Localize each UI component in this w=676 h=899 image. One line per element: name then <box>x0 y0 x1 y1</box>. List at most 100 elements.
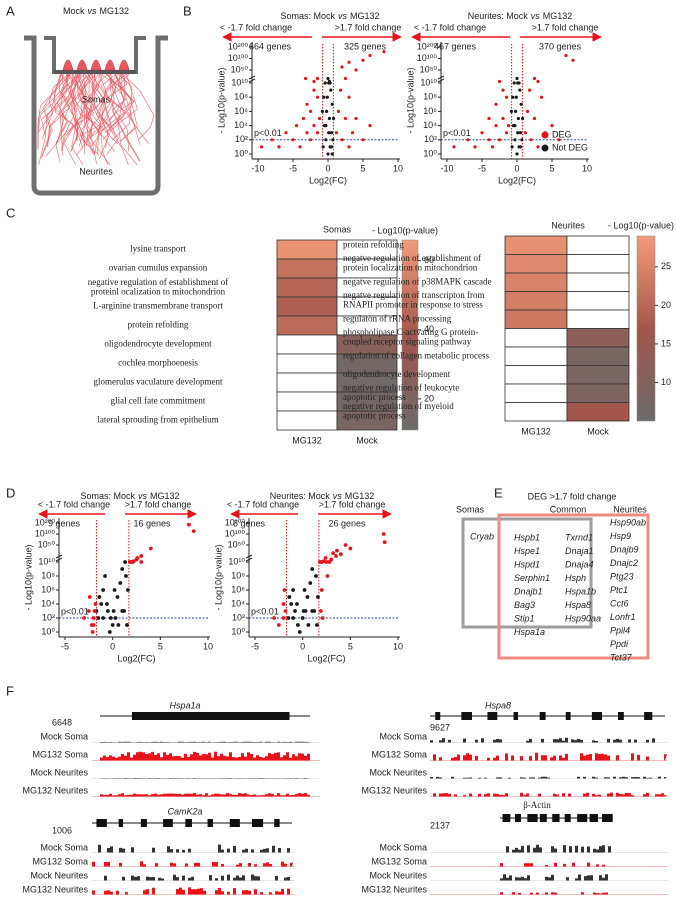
y-tick-label: 10¹⁰ <box>228 556 245 566</box>
point <box>343 116 348 121</box>
gene-name: Dnajb1 <box>514 586 543 596</box>
heatmap-cell <box>504 346 568 366</box>
heatmap-cell <box>276 410 338 431</box>
heatmap-cell <box>336 410 398 431</box>
point <box>322 95 326 99</box>
colorbar <box>636 235 656 422</box>
exon <box>461 712 472 720</box>
gene-label: Hspa1a <box>169 700 200 710</box>
point <box>343 76 348 81</box>
point <box>509 109 513 113</box>
point <box>291 616 296 620</box>
y-tick-label: 10²⁰⁰ <box>417 41 438 51</box>
point <box>550 124 554 128</box>
venn-header: Common <box>550 504 587 514</box>
point <box>298 145 302 149</box>
title-part: Somas: Mock <box>280 11 335 21</box>
point <box>301 609 306 613</box>
gene-name: Hspd1 <box>514 559 540 569</box>
exon <box>185 819 192 827</box>
heatmap-cell <box>566 272 630 292</box>
heatmap-cell <box>276 277 338 298</box>
x-tick-label: 5 <box>360 163 365 173</box>
y-tick-label: 10⁵⁰ <box>420 64 438 74</box>
y-tick-label: 10⁸ <box>234 92 248 102</box>
y-axis-label: - Log10(p-value) <box>216 67 226 133</box>
point <box>480 131 484 135</box>
point <box>92 609 97 613</box>
exon <box>591 712 603 720</box>
point <box>329 88 333 92</box>
point <box>494 102 498 106</box>
row-label: negatve regulation of transcripton from <box>343 290 484 300</box>
point <box>334 131 338 135</box>
panel-label: C <box>6 205 15 220</box>
x-tick-label: 0 <box>110 641 115 651</box>
coverage <box>100 793 310 797</box>
point <box>324 138 328 142</box>
heatmap-cell <box>566 309 630 329</box>
soma <box>118 59 130 71</box>
point <box>270 138 274 142</box>
point <box>325 574 330 578</box>
coverage <box>92 887 293 895</box>
x-tick-label: 10 <box>203 641 213 651</box>
point <box>91 616 96 620</box>
gene-count: 26 genes <box>328 518 366 528</box>
p-label: p<0.01 <box>251 606 279 616</box>
x-tick-label: -5 <box>61 641 69 651</box>
track-label: MG132 Soma <box>32 749 88 759</box>
gene-name: Txrnd1 <box>565 532 593 542</box>
heatmap-cell <box>504 272 568 292</box>
neurite <box>55 73 67 144</box>
y-tick-label: 10²⁰⁰ <box>35 517 56 527</box>
soma <box>104 59 116 71</box>
column-label: Mock <box>356 435 378 445</box>
point <box>123 560 127 564</box>
point <box>339 88 343 92</box>
neurite <box>105 73 124 148</box>
point <box>90 630 95 634</box>
gene-count: 467 genes <box>434 41 477 51</box>
row-label: protein refolding <box>343 239 404 249</box>
point <box>281 616 286 620</box>
point <box>327 131 331 135</box>
coverage <box>100 741 310 743</box>
point <box>91 623 96 627</box>
legend-marker <box>541 144 549 152</box>
neurite <box>45 73 87 157</box>
point <box>103 574 107 578</box>
track-scale: 2137 <box>430 820 450 830</box>
heatmap-cell <box>504 291 568 311</box>
point <box>513 138 517 142</box>
row-label: glial cell fate commitment <box>111 396 206 406</box>
point <box>308 109 313 113</box>
point <box>286 616 291 620</box>
point <box>108 616 113 620</box>
point <box>518 131 523 135</box>
point <box>512 81 516 85</box>
point <box>305 102 309 106</box>
column-label: MG132 <box>521 426 551 436</box>
column-label: Mock <box>587 426 609 436</box>
gene-name: Bag3 <box>514 600 535 610</box>
title-part: MG132 <box>350 11 380 21</box>
y-tick-label: 10⁴ <box>423 120 437 130</box>
point <box>338 552 343 557</box>
title: Neurites: Mock vs MG132 <box>270 491 375 501</box>
point <box>571 58 575 62</box>
heatmap-cell <box>504 365 568 385</box>
neurite <box>99 73 150 145</box>
exon <box>539 712 546 720</box>
point <box>124 574 128 578</box>
heatmap-cell <box>504 309 568 329</box>
point <box>297 630 302 634</box>
fold-label: >1.7 fold change <box>125 499 192 509</box>
point <box>284 131 288 135</box>
track-scale: 1006 <box>52 825 72 835</box>
point <box>295 602 299 606</box>
point <box>318 116 322 121</box>
